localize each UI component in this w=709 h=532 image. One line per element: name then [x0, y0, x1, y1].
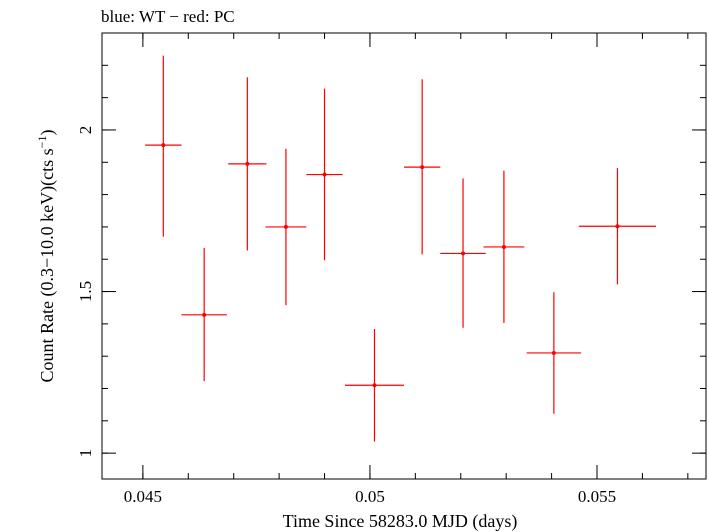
point-marker: [322, 172, 327, 177]
point-marker: [372, 383, 377, 388]
data-series-pc: [145, 55, 657, 442]
data-point: [578, 168, 657, 285]
y-axis-label-close: ): [37, 130, 58, 136]
y-axis-label: Count Rate (0.3−10.0 keV)(cts s−1): [35, 130, 58, 383]
data-point: [145, 55, 182, 237]
data-point: [526, 292, 582, 414]
axis-ticks: [102, 32, 706, 479]
y-tick-labels: 11.52: [76, 126, 95, 458]
point-marker: [283, 224, 288, 229]
chart-title: blue: WT − red: PC: [101, 7, 235, 26]
x-tick-label: 0.045: [124, 487, 162, 506]
y-tick-label: 2: [76, 126, 95, 135]
data-point: [483, 170, 525, 323]
point-marker: [615, 224, 620, 229]
data-point: [228, 77, 267, 251]
x-tick-label: 0.055: [578, 487, 616, 506]
point-marker: [501, 244, 506, 249]
data-point: [344, 329, 404, 442]
y-axis-label-superscript: −1: [35, 136, 49, 149]
x-tick-label: 0.05: [355, 487, 385, 506]
y-tick-label: 1.5: [76, 281, 95, 302]
data-point: [306, 88, 343, 261]
x-axis-label: Time Since 58283.0 MJD (days): [283, 511, 518, 532]
y-tick-label: 1: [76, 449, 95, 458]
data-point: [181, 247, 227, 382]
x-tick-labels: 0.045 0.05 0.055: [124, 487, 616, 506]
y-axis-label-main: Count Rate (0.3−10.0 keV)(cts s: [37, 148, 58, 382]
point-marker: [551, 350, 556, 355]
data-point: [265, 148, 307, 306]
point-marker: [202, 312, 207, 317]
data-point: [404, 79, 441, 255]
point-marker: [420, 165, 425, 170]
point-marker: [461, 251, 466, 256]
point-marker: [245, 161, 250, 166]
data-point: [440, 178, 486, 328]
point-marker: [161, 143, 166, 148]
plot-frame: [101, 32, 707, 480]
